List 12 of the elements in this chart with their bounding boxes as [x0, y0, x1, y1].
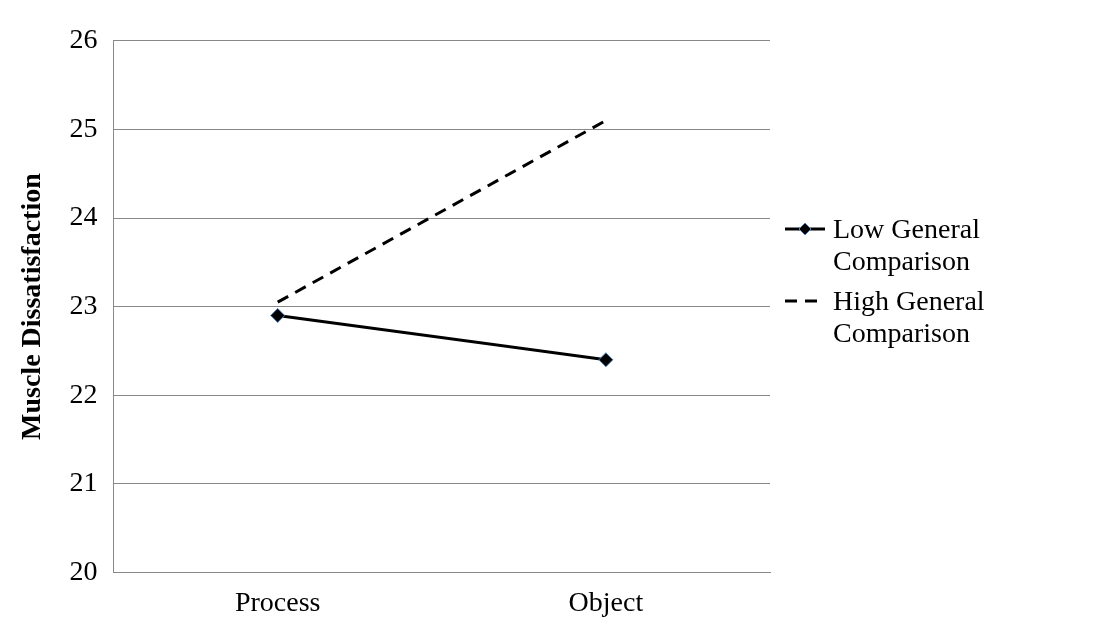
y-tick-label: 24	[69, 200, 98, 232]
y-tick-label: 23	[69, 288, 98, 320]
legend-label: High General Comparison	[833, 285, 986, 349]
y-tick-label: 20	[69, 554, 98, 586]
x-tick-label: Process	[234, 585, 321, 617]
legend-label: Low General Comparison	[833, 213, 981, 277]
y-tick-label: 25	[69, 111, 98, 143]
y-axis-title: Muscle Dissatisfaction	[15, 172, 47, 440]
x-tick-label: Object	[568, 585, 644, 617]
y-tick-label: 26	[69, 23, 98, 55]
y-tick-label: 21	[69, 466, 98, 498]
y-tick-label: 22	[69, 377, 98, 409]
